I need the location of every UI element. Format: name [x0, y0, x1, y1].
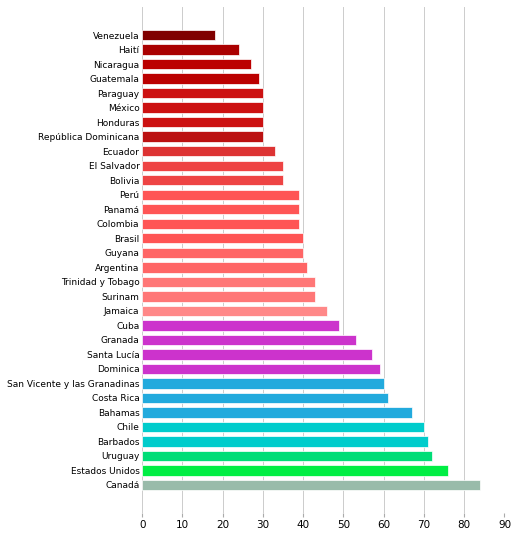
Bar — [142, 306, 327, 316]
Bar — [142, 291, 315, 301]
Bar — [142, 378, 384, 389]
Bar — [142, 30, 214, 40]
Bar — [142, 436, 428, 447]
Bar — [142, 161, 283, 171]
Bar — [142, 175, 283, 185]
Bar — [142, 407, 412, 418]
Bar — [142, 59, 251, 69]
Bar — [142, 103, 263, 113]
Bar — [142, 320, 339, 331]
Bar — [142, 190, 299, 200]
Bar — [142, 465, 448, 476]
Bar — [142, 146, 275, 156]
Bar — [142, 262, 307, 272]
Bar — [142, 117, 263, 127]
Bar — [142, 422, 424, 432]
Bar — [142, 393, 388, 403]
Bar — [142, 277, 315, 287]
Bar — [142, 88, 263, 98]
Bar — [142, 335, 355, 345]
Bar — [142, 74, 259, 84]
Bar — [142, 248, 303, 258]
Bar — [142, 480, 480, 490]
Bar — [142, 204, 299, 214]
Bar — [142, 233, 303, 243]
Bar — [142, 45, 239, 55]
Bar — [142, 364, 380, 374]
Bar — [142, 349, 371, 360]
Bar — [142, 219, 299, 229]
Bar — [142, 132, 263, 142]
Bar — [142, 451, 432, 461]
